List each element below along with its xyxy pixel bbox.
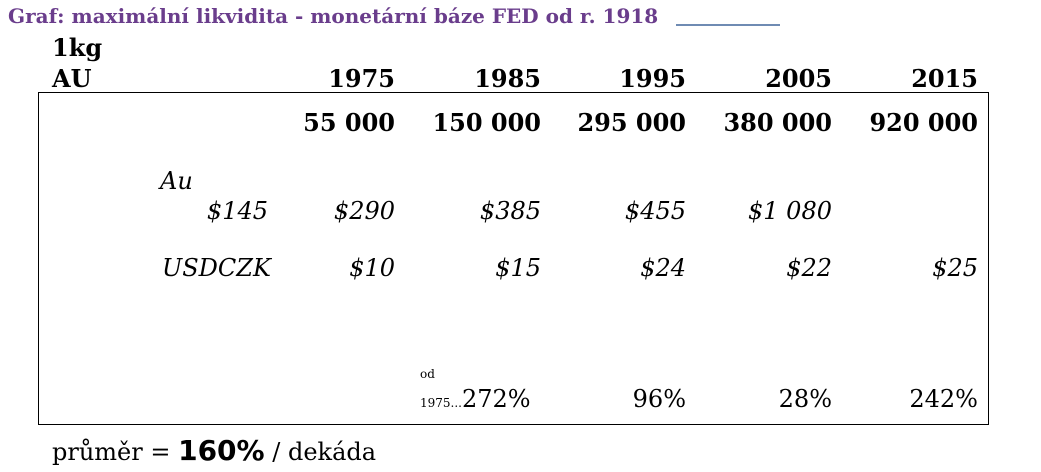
data-table-box [38, 92, 989, 425]
usdczk-value-2015: $25 [932, 254, 978, 282]
footer-suffix: / dekáda [264, 438, 377, 466]
usdczk-value-1985: $15 [495, 254, 541, 282]
footer-prefix: průměr = [52, 438, 179, 466]
year-2005: 2005 [765, 64, 832, 93]
au-value-3: $455 [624, 197, 686, 225]
unit-label-1kg: 1kg [52, 33, 103, 62]
title-underline [676, 24, 780, 26]
base-value-2015: 920 000 [869, 108, 978, 137]
growth-value-2005: 28% [778, 385, 832, 413]
usdczk-value-1995: $24 [640, 254, 686, 282]
growth-value-1985: 272% [461, 385, 531, 413]
base-value-1975: 55 000 [303, 108, 395, 137]
au-value-1: $290 [333, 197, 395, 225]
usdczk-label: USDCZK [162, 254, 271, 282]
unit-label-au: AU [52, 64, 92, 93]
growth-first-cell: 1975...272% [420, 387, 531, 411]
year-2015: 2015 [911, 64, 978, 93]
average-footer: průměr = 160% / dekáda [52, 437, 376, 465]
au-value-0: $145 [206, 197, 268, 225]
year-1975: 1975 [328, 64, 395, 93]
base-value-1995: 295 000 [577, 108, 686, 137]
year-1985: 1985 [474, 64, 541, 93]
growth-value-2015: 242% [909, 385, 978, 413]
growth-note-bottom: 1975... [420, 396, 462, 410]
au-value-2: $385 [479, 197, 541, 225]
page-title: Graf: maximální likvidita - monetární bá… [8, 4, 659, 28]
usdczk-value-2005: $22 [786, 254, 832, 282]
base-value-1985: 150 000 [432, 108, 541, 137]
base-value-2005: 380 000 [723, 108, 832, 137]
year-1995: 1995 [619, 64, 686, 93]
usdczk-value-1975: $10 [349, 254, 395, 282]
footer-average-value: 160% [178, 434, 265, 467]
au-value-4: $1 080 [748, 197, 832, 225]
au-label: Au [160, 167, 193, 195]
growth-value-1995: 96% [632, 385, 686, 413]
growth-note-top: od [420, 367, 435, 381]
